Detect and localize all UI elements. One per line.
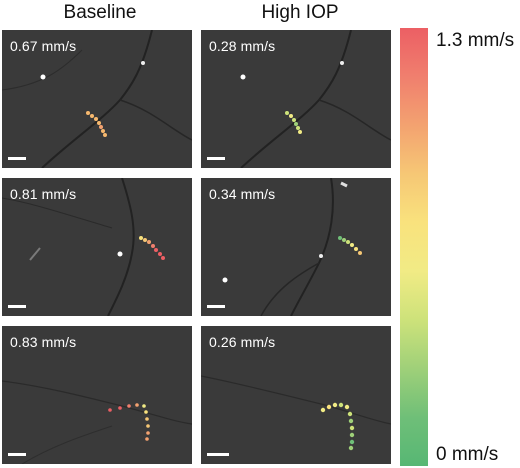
velocity-colorbar: [400, 28, 428, 466]
scale-bar: [207, 453, 229, 456]
scale-bar: [8, 453, 26, 456]
column-title-high-iop: High IOP: [261, 2, 339, 23]
speed-label: 0.26 mm/s: [209, 334, 276, 350]
retina-image: [222, 178, 362, 316]
retina-image: [201, 375, 391, 451]
speed-label: 0.67 mm/s: [10, 38, 77, 54]
velocity-trace: [338, 236, 362, 255]
image-panel-high-iop-row3: 0.26 mm/s: [201, 326, 391, 464]
image-panel-baseline-row3: 0.83 mm/s: [2, 326, 192, 464]
colorbar-min-label: 0 mm/s: [436, 444, 499, 465]
image-panel-baseline-row2: 0.81 mm/s: [2, 178, 192, 316]
velocity-trace: [285, 111, 302, 134]
retina-image: [2, 380, 192, 464]
retina-image: [2, 178, 165, 316]
speed-label: 0.81 mm/s: [10, 186, 77, 202]
scale-bar: [207, 305, 225, 308]
scale-bar: [207, 157, 225, 160]
scale-bar: [8, 305, 26, 308]
colorbar-max-label: 1.3 mm/s: [436, 30, 515, 51]
image-panel-high-iop-row1: 0.28 mm/s: [201, 30, 391, 168]
speed-label: 0.34 mm/s: [209, 186, 276, 202]
velocity-trace: [139, 236, 165, 260]
retina-image: [240, 30, 391, 168]
velocity-trace: [86, 111, 107, 137]
retina-image: [2, 30, 192, 168]
image-panel-baseline-row1: 0.67 mm/s: [2, 30, 192, 168]
velocity-trace: [320, 402, 355, 451]
speed-label: 0.28 mm/s: [209, 38, 276, 54]
speed-label: 0.83 mm/s: [10, 334, 77, 350]
scale-bar: [8, 157, 26, 160]
column-title-baseline: Baseline: [63, 2, 137, 23]
velocity-trace: [108, 403, 150, 441]
image-panel-high-iop-row2: 0.34 mm/s: [201, 178, 391, 316]
